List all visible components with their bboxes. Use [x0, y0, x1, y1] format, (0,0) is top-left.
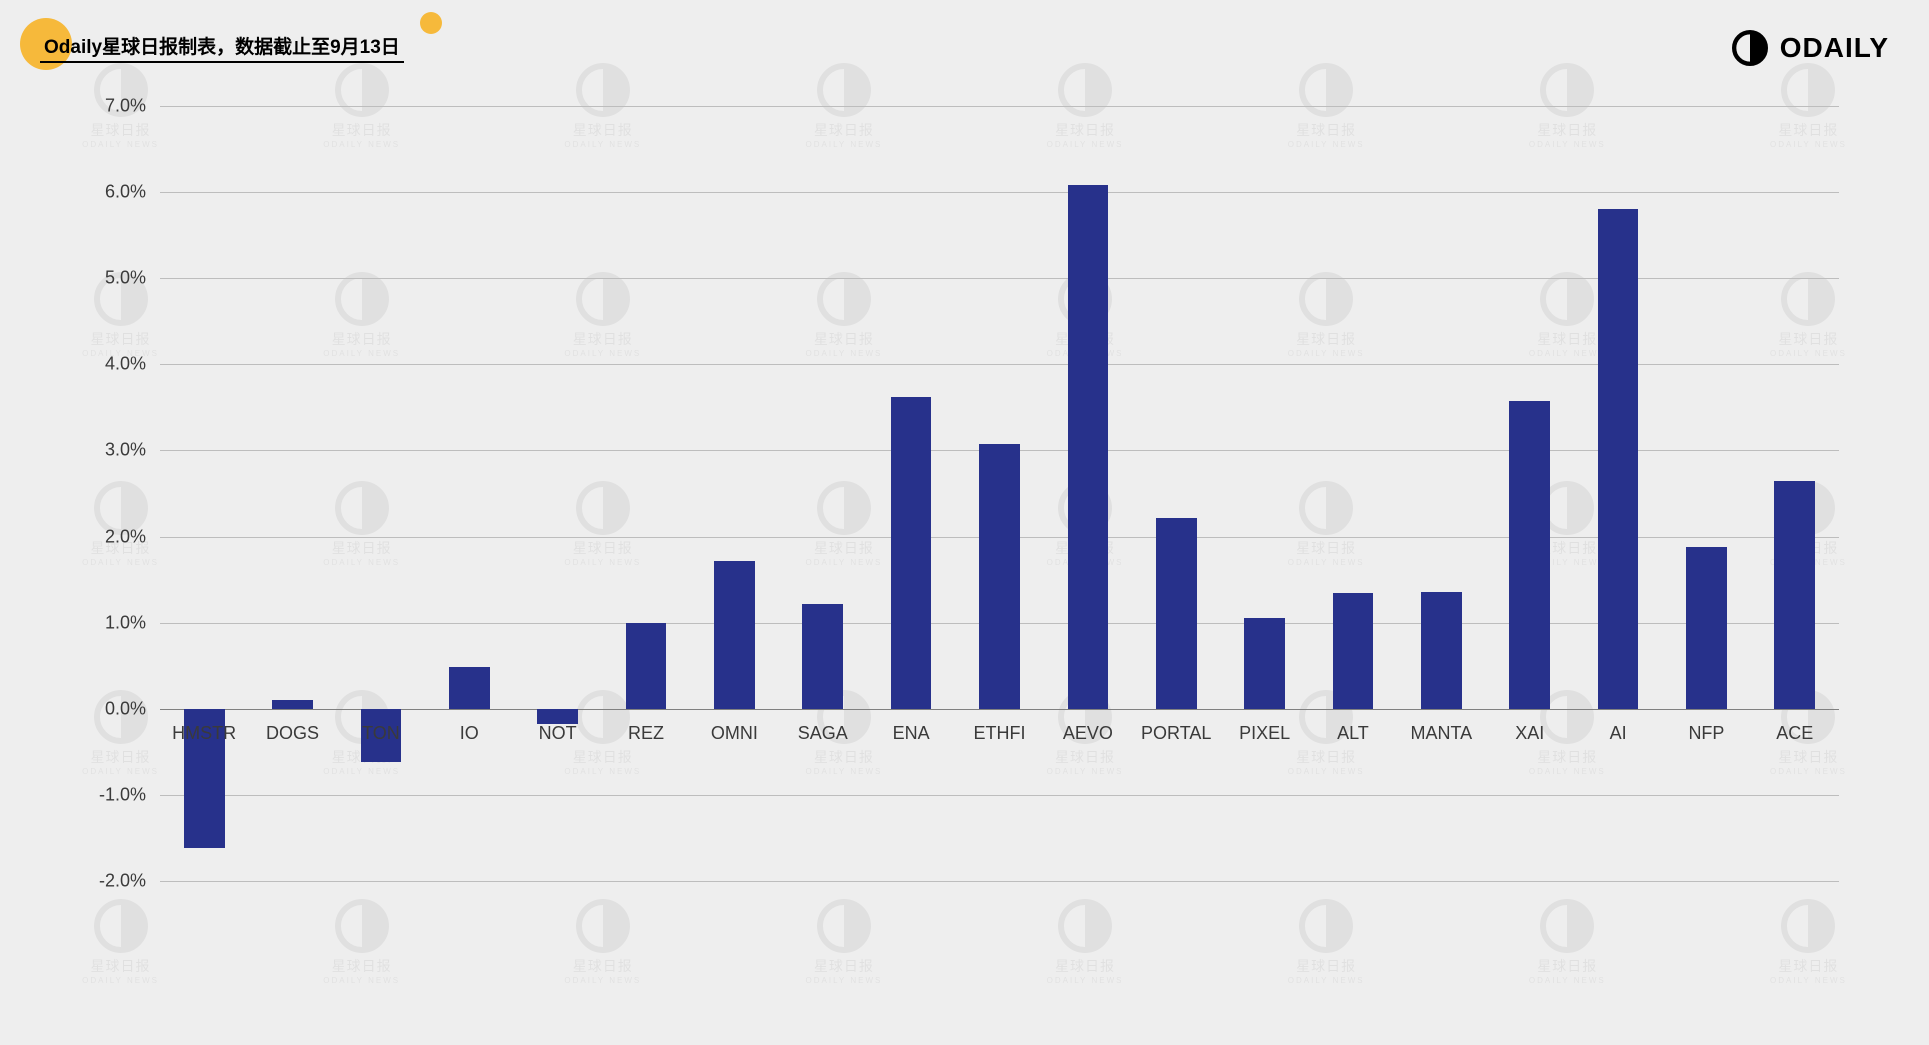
y-tick-label: 2.0%: [105, 526, 160, 547]
odaily-logo-icon: [1732, 30, 1768, 66]
y-tick-label: -1.0%: [99, 784, 160, 805]
y-tick-label: 5.0%: [105, 268, 160, 289]
x-tick-label: SAGA: [798, 723, 848, 744]
x-tick-label: AI: [1610, 723, 1627, 744]
y-tick-label: 7.0%: [105, 96, 160, 117]
x-labels-layer: HMSTR DOGS TON IO NOT REZ OMNI SAGA ENA ETHFI AEVO…: [160, 106, 1839, 881]
bar-chart: -2.0% -1.0% 0.0% 1.0% 2.0% 3.0% 4.0% 5.0% 6.0% 7.…: [70, 86, 1859, 971]
x-tick-label: REZ: [628, 723, 664, 744]
x-tick-label: ACE: [1776, 723, 1813, 744]
gridline: [160, 881, 1839, 882]
x-tick-label: TON: [362, 723, 400, 744]
x-tick-label: XAI: [1515, 723, 1544, 744]
y-tick-label: 6.0%: [105, 182, 160, 203]
y-tick-label: 0.0%: [105, 698, 160, 719]
x-tick-label: NFP: [1688, 723, 1724, 744]
header: Odaily星球日报制表，数据截止至9月13日 ODAILY: [0, 0, 1929, 66]
plot-area: -2.0%-1.0%0.0%1.0%2.0%3.0%4.0%5.0%6.0%7.…: [160, 106, 1839, 881]
x-tick-label: OMNI: [711, 723, 758, 744]
x-tick-label: IO: [460, 723, 479, 744]
x-tick-label: ENA: [893, 723, 930, 744]
x-tick-label: ALT: [1337, 723, 1369, 744]
y-tick-label: -2.0%: [99, 871, 160, 892]
x-tick-label: ETHFI: [974, 723, 1026, 744]
accent-dot-small: [420, 12, 442, 34]
x-tick-label: NOT: [539, 723, 577, 744]
y-tick-label: 4.0%: [105, 354, 160, 375]
x-tick-label: PORTAL: [1141, 723, 1211, 744]
brand-logo: ODAILY: [1732, 30, 1889, 66]
brand-logo-text: ODAILY: [1780, 32, 1889, 64]
chart-title: Odaily星球日报制表，数据截止至9月13日: [40, 30, 404, 63]
x-tick-label: PIXEL: [1239, 723, 1290, 744]
x-tick-label: MANTA: [1410, 723, 1472, 744]
y-tick-label: 1.0%: [105, 612, 160, 633]
title-wrap: Odaily星球日报制表，数据截止至9月13日: [40, 30, 404, 63]
x-tick-label: AEVO: [1063, 723, 1113, 744]
x-tick-label: HMSTR: [172, 723, 236, 744]
y-tick-label: 3.0%: [105, 440, 160, 461]
chart-container: -2.0% -1.0% 0.0% 1.0% 2.0% 3.0% 4.0% 5.0% 6.0% 7.…: [0, 66, 1929, 1021]
x-tick-label: DOGS: [266, 723, 319, 744]
